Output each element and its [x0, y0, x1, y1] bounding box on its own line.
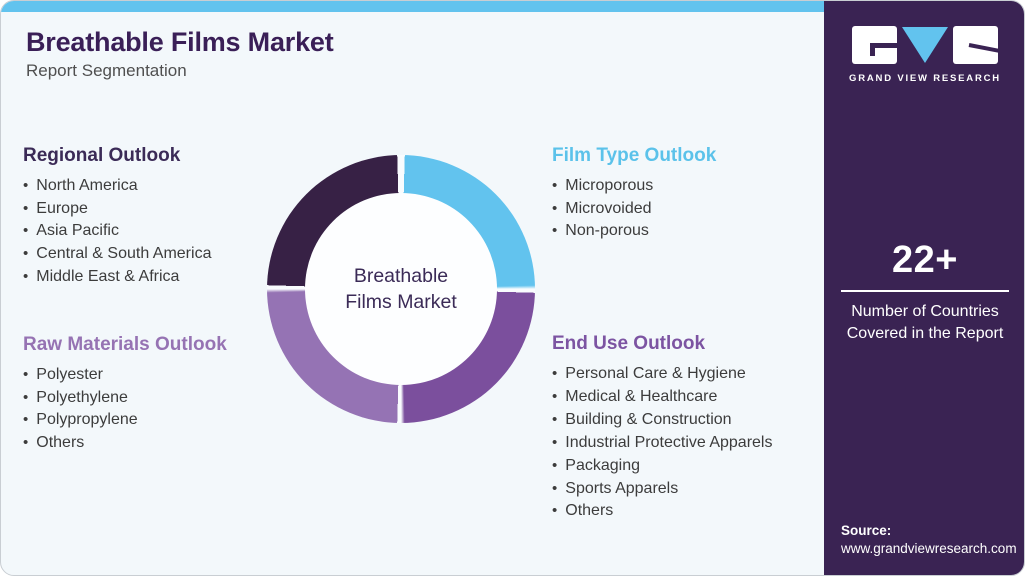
list-item-label: Sports Apparels [565, 479, 679, 497]
bullet-icon: • [23, 366, 29, 383]
list-item-label: Industrial Protective Apparels [565, 433, 773, 451]
logo-glyphs [824, 26, 1024, 64]
page-title: Breathable Films Market [26, 27, 334, 57]
list-item-label: Middle East & Africa [36, 267, 180, 285]
stat-divider [841, 290, 1009, 292]
section-film-type-outlook: Film Type Outlook • Microporous • Microvoid… [552, 145, 832, 243]
list-item-label: Asia Pacific [36, 222, 119, 240]
list-item-label: Personal Care & Hygiene [565, 365, 746, 382]
bullet-icon: • [23, 267, 29, 285]
list-item-label: Others [36, 434, 85, 452]
list-item-label: Polypropylene [36, 411, 138, 429]
bullet-icon: • [552, 456, 558, 474]
segmentation-donut-chart: Breathable Films Market [267, 155, 535, 423]
list-item-label: North America [36, 177, 138, 194]
section-heading: Raw Materials Outlook [23, 334, 227, 355]
logo-v-icon [902, 27, 948, 63]
section-regional-outlook: Regional Outlook • North America • Europe • A… [23, 145, 303, 289]
list-item-label: Central & South America [36, 245, 212, 263]
logo-g-slot [870, 43, 897, 48]
bullet-icon: • [23, 177, 29, 194]
list-item: • Central & South America [23, 243, 303, 266]
list-item: • Polyethylene [23, 387, 303, 410]
list-item: • Sports Apparels [552, 478, 852, 501]
list-item: • Middle East & Africa [23, 266, 303, 289]
list-item: • North America [23, 175, 303, 198]
section-list: • North America • Europe • Asia Pacific • Centr… [23, 175, 303, 289]
bullet-icon: • [23, 199, 29, 217]
section-list: • Polyester • Polyethylene • Polypropylene • Ot… [23, 364, 303, 455]
donut-center-label: Breathable Films Market [345, 265, 457, 313]
accent-strip [1, 1, 824, 12]
bullet-icon: • [552, 410, 558, 428]
stat-value: 22+ [892, 239, 958, 281]
bullet-icon: • [23, 411, 29, 429]
bullet-icon: • [552, 479, 558, 497]
bullet-icon: • [552, 387, 558, 405]
list-item: • Polyester [23, 364, 303, 387]
list-item: • Personal Care & Hygiene [552, 363, 852, 386]
logo-g-tick [870, 48, 875, 56]
donut-center: Breathable Films Market [305, 193, 497, 385]
section-heading: End Use Outlook [552, 333, 706, 354]
bullet-icon: • [552, 365, 558, 382]
section-raw-materials-outlook: Raw Materials Outlook • Polyester • Polyeth… [23, 334, 303, 455]
bullet-icon: • [23, 245, 29, 263]
section-list: • Microporous • Microvoided • Non-porous [552, 175, 832, 243]
section-heading: Film Type Outlook [552, 145, 717, 166]
section-heading: Regional Outlook [23, 145, 181, 166]
countries-stat: 22+ Number of Countries Covered in the Re… [824, 239, 1024, 345]
logo-wordmark: GRAND VIEW RESEARCH [849, 73, 1001, 84]
list-item: • Industrial Protective Apparels [552, 432, 852, 455]
list-item: • Microvoided [552, 198, 832, 221]
source-label: Source: [841, 523, 892, 538]
page-subtitle: Report Segmentation [26, 61, 187, 80]
list-item: • Others [552, 500, 852, 523]
bullet-icon: • [23, 222, 29, 240]
list-item-label: Medical & Healthcare [565, 387, 718, 405]
list-item-label: Polyester [36, 366, 103, 383]
list-item-label: Others [565, 502, 614, 520]
bullet-icon: • [23, 434, 29, 452]
list-item-label: Building & Construction [565, 410, 732, 428]
brand-sidebar: GRAND VIEW RESEARCH 22+ Number of Countr… [824, 1, 1024, 575]
list-item: • Others [23, 432, 303, 455]
bullet-icon: • [552, 199, 558, 217]
list-item-label: Microporous [565, 177, 654, 194]
list-item: • Europe [23, 198, 303, 221]
section-list: • Personal Care & Hygiene • Medical & Healt… [552, 363, 852, 523]
list-item-label: Non-porous [565, 222, 649, 240]
list-item-label: Europe [36, 199, 88, 217]
bullet-icon: • [23, 388, 29, 406]
list-item: • Microporous [552, 175, 832, 198]
list-item: • Asia Pacific [23, 220, 303, 243]
bullet-icon: • [552, 222, 558, 240]
list-item: • Polypropylene [23, 409, 303, 432]
logo-r-icon [953, 26, 998, 64]
list-item-label: Packaging [565, 456, 640, 474]
logo-r-leg [968, 43, 998, 54]
list-item: • Packaging [552, 455, 852, 478]
source-url: www.grandviewresearch.com [841, 541, 1017, 556]
list-item-label: Polyethylene [36, 388, 128, 406]
list-item: • Non-porous [552, 220, 832, 243]
section-end-use-outlook: End Use Outlook • Personal Care & Hygiene… [552, 333, 852, 523]
list-item: • Building & Construction [552, 409, 852, 432]
source-block: Source: www.grandviewresearch.com [841, 523, 1017, 556]
bullet-icon: • [552, 502, 558, 520]
bullet-icon: • [552, 433, 558, 451]
grand-view-research-logo: GRAND VIEW RESEARCH [824, 26, 1024, 84]
stat-caption: Number of Countries Covered in the Report [846, 303, 1004, 342]
logo-g-icon [852, 26, 897, 64]
list-item: • Medical & Healthcare [552, 386, 852, 409]
list-item-label: Microvoided [565, 199, 652, 217]
bullet-icon: • [552, 177, 558, 194]
